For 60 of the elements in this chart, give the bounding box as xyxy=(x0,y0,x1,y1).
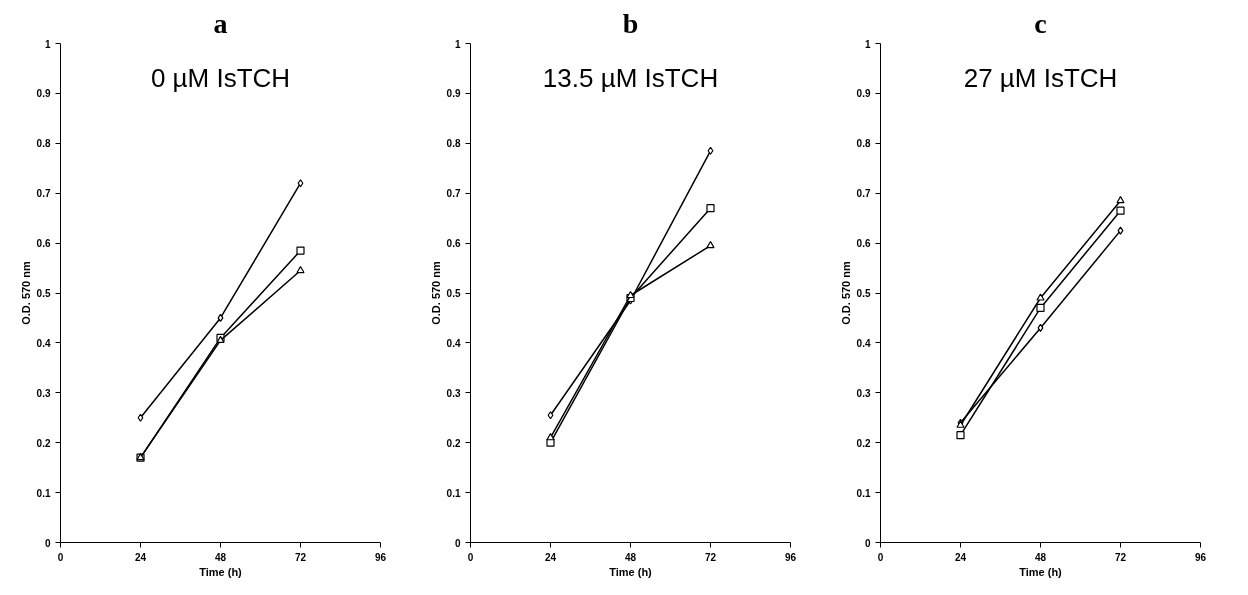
x-tick-label: 72 xyxy=(294,551,307,563)
text: 27 µM IsTCH xyxy=(963,63,1118,94)
y-tick-label: 0.6 xyxy=(446,238,461,250)
y-tick-label: 0.4 xyxy=(856,337,871,349)
y-tick-label: 0 xyxy=(864,537,871,549)
x-tick-label: 0 xyxy=(467,551,474,563)
y-axis-title: O.D. 570 nm xyxy=(19,260,32,325)
y-tick-label: 0.2 xyxy=(36,437,51,449)
chart-title: a xyxy=(213,7,228,39)
x-tick-label: 96 xyxy=(374,551,387,563)
y-tick-label: 0.3 xyxy=(856,387,871,399)
y-tick-label: 0.5 xyxy=(36,288,51,299)
y-tick-label: 1 xyxy=(864,38,871,50)
y-tick-label: 0.7 xyxy=(36,188,51,200)
x-tick-label: 24 xyxy=(134,551,147,563)
x-tick-label: 0 xyxy=(57,551,64,563)
chart-title: c xyxy=(1034,7,1047,39)
y-axis-title: O.D. 570 nm xyxy=(429,260,442,325)
x-axis-title: Time (h) xyxy=(609,565,653,578)
y-tick-label: 0.2 xyxy=(446,437,461,449)
x-tick-label: 96 xyxy=(784,551,797,563)
y-tick-label: 0.9 xyxy=(36,88,51,100)
y-tick-label: 0.8 xyxy=(446,138,461,150)
x-tick-label: 72 xyxy=(1114,551,1127,563)
text: 0 µM IsTCH xyxy=(150,63,291,94)
y-axis-title: O.D. 570 nm xyxy=(839,260,852,325)
y-tick-label: 0.8 xyxy=(856,138,871,150)
y-tick-label: 1 xyxy=(454,38,461,50)
y-tick-label: 0.5 xyxy=(446,288,461,299)
x-tick-label: 48 xyxy=(624,551,637,563)
x-tick-label: 72 xyxy=(704,551,717,563)
y-tick-label: 0.1 xyxy=(856,487,871,499)
y-tick-label: 1 xyxy=(44,38,51,50)
y-tick-label: 0.6 xyxy=(36,238,51,250)
y-tick-label: 0.1 xyxy=(36,487,51,499)
y-tick-label: 0.5 xyxy=(856,288,871,299)
y-tick-label: 0.9 xyxy=(856,88,871,100)
x-tick-label: 48 xyxy=(214,551,227,563)
y-tick-label: 0.4 xyxy=(446,337,461,349)
x-tick-label: 96 xyxy=(1194,551,1207,563)
y-tick-label: 0.1 xyxy=(446,487,461,499)
x-axis-title: Time (h) xyxy=(1019,565,1063,578)
y-tick-label: 0.9 xyxy=(446,88,461,100)
text: 13.5 µM IsTCH xyxy=(542,63,719,94)
y-tick-label: 0.4 xyxy=(36,337,51,349)
y-tick-label: 0.3 xyxy=(446,387,461,399)
chart-title: b xyxy=(622,7,639,39)
y-tick-label: 0.8 xyxy=(36,138,51,150)
x-tick-label: 24 xyxy=(954,551,967,563)
x-tick-label: 48 xyxy=(1034,551,1047,563)
x-axis-title: Time (h) xyxy=(199,565,243,578)
x-tick-label: 0 xyxy=(877,551,884,563)
y-tick-label: 0.7 xyxy=(856,188,871,200)
y-tick-label: 0 xyxy=(454,537,461,549)
y-tick-label: 0.2 xyxy=(856,437,871,449)
y-tick-label: 0.6 xyxy=(856,238,871,250)
y-tick-label: 0 xyxy=(44,537,51,549)
x-tick-label: 24 xyxy=(544,551,557,563)
y-tick-label: 0.7 xyxy=(446,188,461,200)
y-tick-label: 0.3 xyxy=(36,387,51,399)
